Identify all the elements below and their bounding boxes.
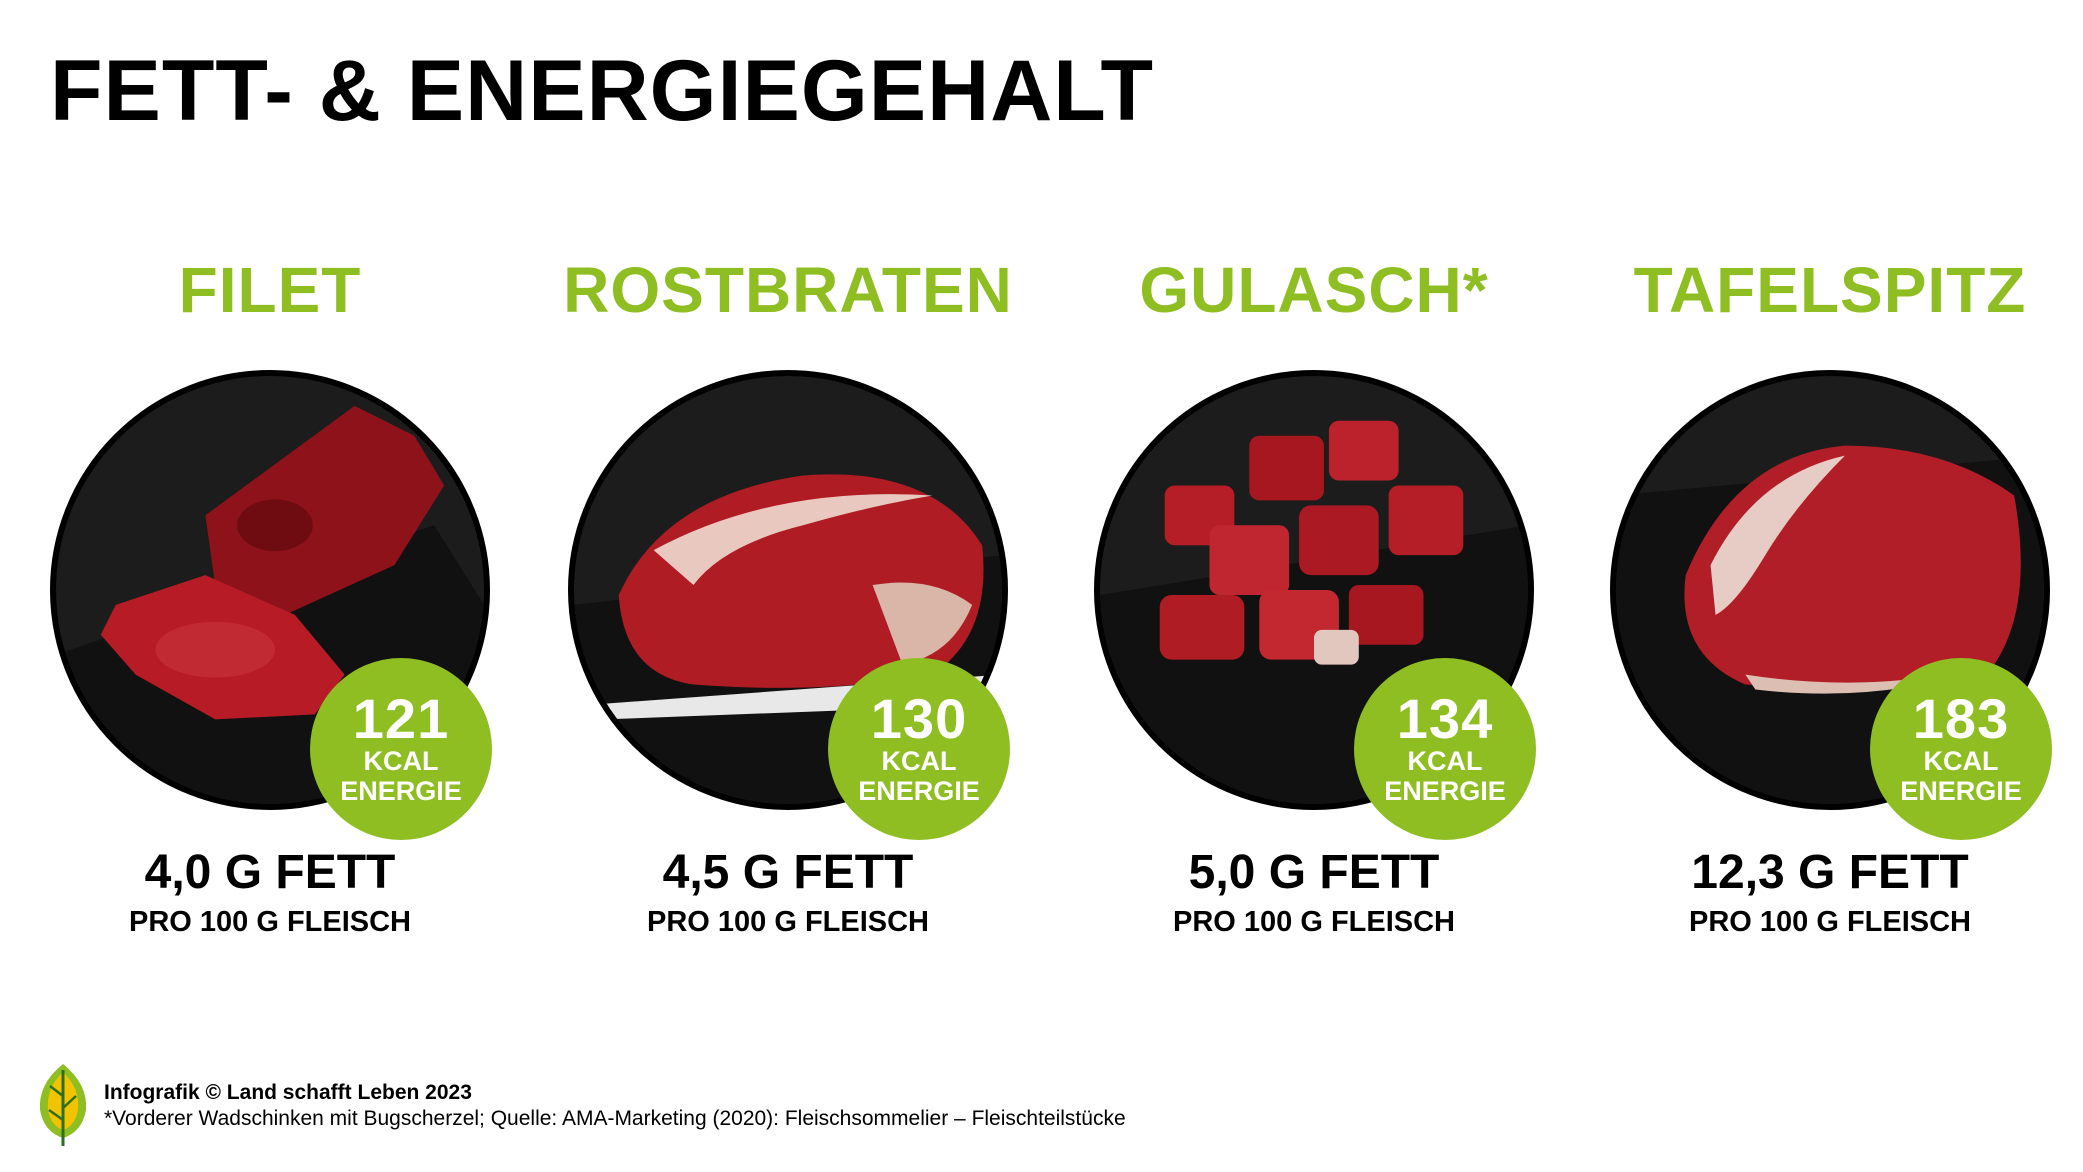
footer-text: Infografik © Land schafft Leben 2023 *Vo… [104,1080,1126,1132]
kcal-badge: 134 KCAL ENERGIE [1354,658,1536,840]
energy-label: ENERGIE [1384,776,1506,806]
meat-image-rostbraten [568,370,1008,810]
source-footnote: *Vorderer Wadschinken mit Bugscherzel; Q… [104,1107,1126,1130]
fat-value: 5,0 G FETT [1188,846,1440,899]
card-title: FILET [178,254,362,326]
fat-value: 12,3 G FETT [1691,846,1969,899]
leaf-logo-icon [39,1064,87,1146]
kcal-unit: KCAL [363,746,439,776]
kcal-value: 121 [352,687,450,750]
card-rostbraten: ROSTBRATEN 130 KCAL ENERGIE 4,5 G FETT P… [528,250,1048,950]
per-100g-label: PRO 100 G FLEISCH [1172,906,1455,938]
card-gulasch: GULASCH* 134 KCAL ENERGIE 5,0 G FETT PRO… [1054,250,1574,950]
per-100g-label: PRO 100 G FLEISCH [1688,906,1971,938]
per-100g-label: PRO 100 G FLEISCH [128,906,411,938]
fat-value: 4,0 G FETT [144,846,396,899]
kcal-badge: 183 KCAL ENERGIE [1870,658,2052,840]
kcal-unit: KCAL [1923,746,1999,776]
card-title: GULASCH* [1139,254,1489,326]
page-title: FETT- & ENERGIEGEHALT [50,43,1154,139]
kcal-value: 130 [870,687,968,750]
energy-label: ENERGIE [1900,776,2022,806]
card-title: TAFELSPITZ [1633,254,2027,326]
kcal-unit: KCAL [881,746,957,776]
credit-line: Infografik © Land schafft Leben 2023 [104,1081,472,1104]
meat-image-tafelspitz [1610,370,2050,810]
kcal-badge: 121 KCAL ENERGIE [310,658,492,840]
card-tafelspitz: TAFELSPITZ 183 KCAL ENERGIE 12,3 G FETT … [1570,250,2083,950]
kcal-value: 134 [1396,687,1494,750]
kcal-unit: KCAL [1407,746,1483,776]
per-100g-label: PRO 100 G FLEISCH [646,906,929,938]
energy-label: ENERGIE [340,776,462,806]
fat-value: 4,5 G FETT [662,846,914,899]
card-title: ROSTBRATEN [563,254,1013,326]
kcal-value: 183 [1912,687,2010,750]
card-filet: FILET 121 KCAL ENERGIE 4,0 G FETT PRO 10… [10,250,530,950]
kcal-badge: 130 KCAL ENERGIE [828,658,1010,840]
energy-label: ENERGIE [858,776,980,806]
